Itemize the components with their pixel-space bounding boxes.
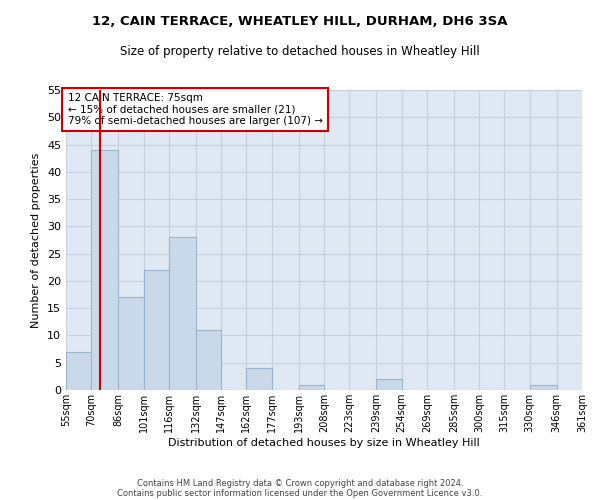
- Text: Contains public sector information licensed under the Open Government Licence v3: Contains public sector information licen…: [118, 488, 482, 498]
- Bar: [91, 150, 118, 390]
- Bar: [66, 352, 91, 390]
- Bar: [143, 270, 169, 390]
- Bar: [376, 379, 401, 390]
- Bar: [299, 384, 324, 390]
- Bar: [582, 384, 600, 390]
- Bar: [169, 238, 196, 390]
- Text: 12, CAIN TERRACE, WHEATLEY HILL, DURHAM, DH6 3SA: 12, CAIN TERRACE, WHEATLEY HILL, DURHAM,…: [92, 15, 508, 28]
- Text: Contains HM Land Registry data © Crown copyright and database right 2024.: Contains HM Land Registry data © Crown c…: [137, 478, 463, 488]
- Text: 12 CAIN TERRACE: 75sqm
← 15% of detached houses are smaller (21)
79% of semi-det: 12 CAIN TERRACE: 75sqm ← 15% of detached…: [68, 92, 323, 126]
- Bar: [196, 330, 221, 390]
- Bar: [118, 298, 143, 390]
- Text: Size of property relative to detached houses in Wheatley Hill: Size of property relative to detached ho…: [120, 45, 480, 58]
- X-axis label: Distribution of detached houses by size in Wheatley Hill: Distribution of detached houses by size …: [168, 438, 480, 448]
- Bar: [530, 384, 557, 390]
- Y-axis label: Number of detached properties: Number of detached properties: [31, 152, 41, 328]
- Bar: [247, 368, 272, 390]
